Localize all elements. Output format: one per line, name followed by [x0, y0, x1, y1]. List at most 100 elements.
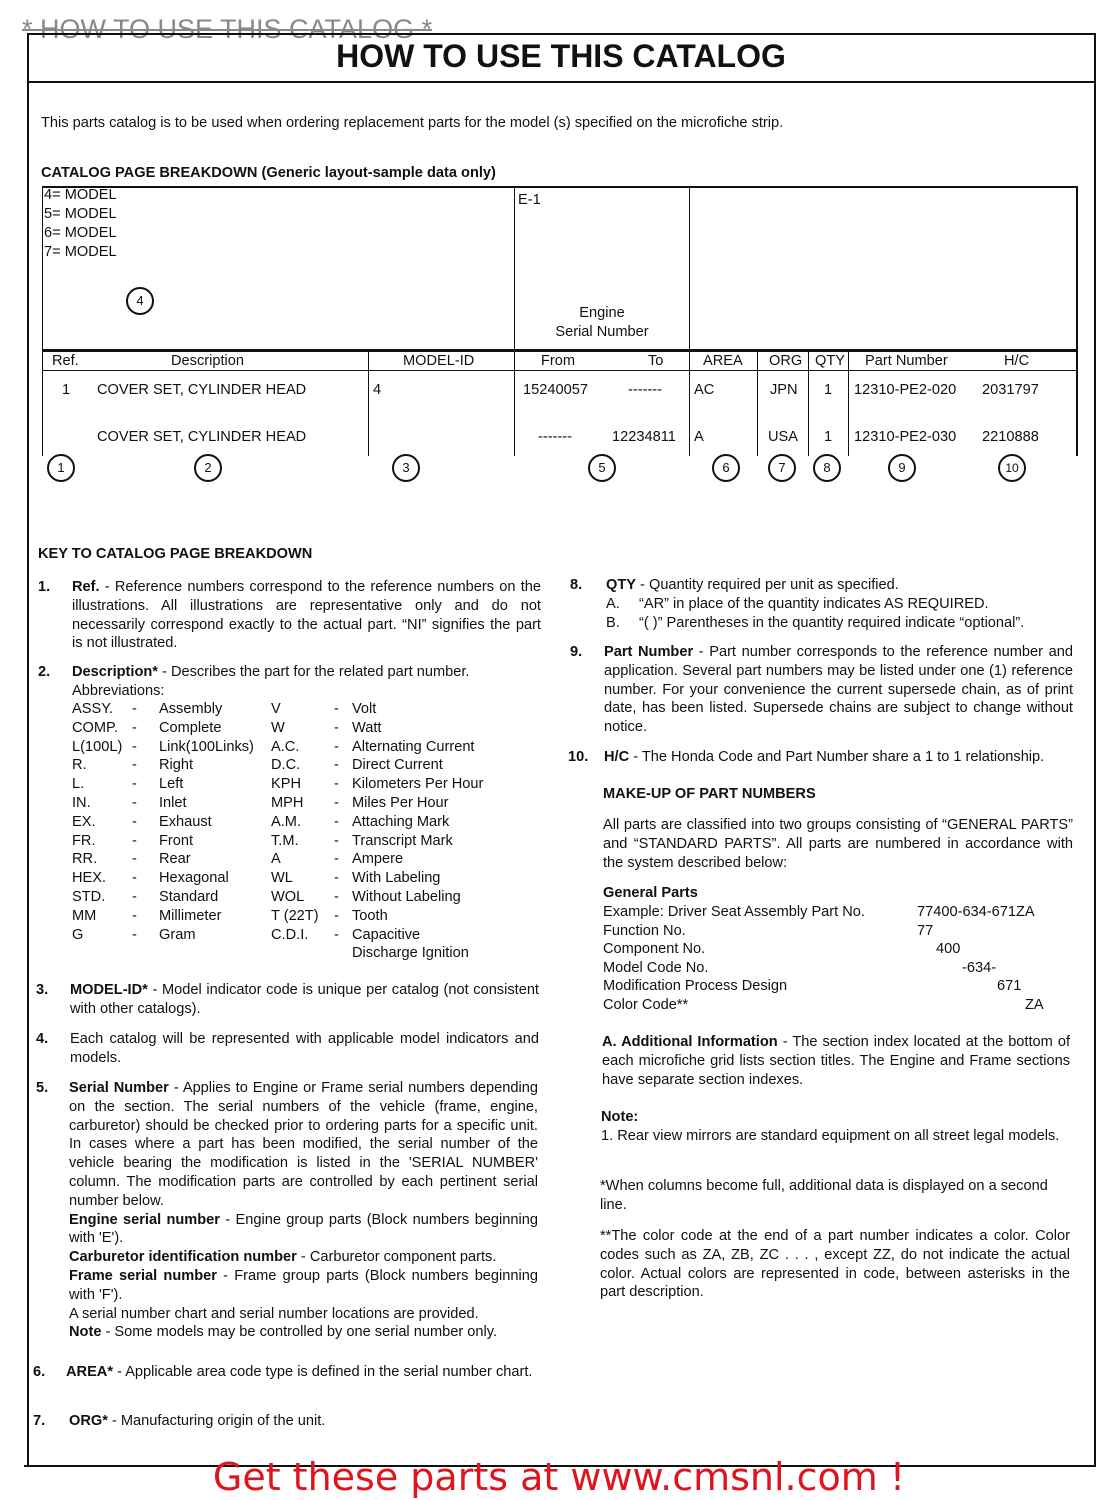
abbreviation-dash: - — [132, 719, 137, 736]
abbreviation-dash: - — [132, 832, 137, 849]
abbreviation-code: L. — [72, 776, 85, 793]
serial-label-2: Serial Number — [555, 324, 649, 340]
abbreviation-code: KPH — [271, 776, 302, 793]
callout-10: 10 — [998, 454, 1026, 482]
qty-note-a: “AR” in place of the quantity indicates … — [639, 596, 989, 612]
abbreviation-dash: - — [132, 776, 137, 793]
cell-area: A — [694, 429, 704, 445]
cell-hc: 2031797 — [982, 382, 1039, 398]
abbreviation-code: IN. — [72, 795, 91, 811]
makeup-value: 77400-634-671ZA — [917, 904, 1035, 920]
abbreviation-code: FR. — [72, 832, 96, 849]
col-ref: Ref. — [52, 353, 79, 369]
key-item-hc: H/C - The Honda Code and Part Number sha… — [604, 749, 1045, 765]
abbreviation-meaning: Direct Current — [352, 757, 443, 774]
general-parts-heading: General Parts — [603, 885, 698, 901]
makeup-label: Example: Driver Seat Assembly Part No. — [603, 904, 865, 920]
page-title: HOW TO USE THIS CATALOG — [336, 38, 786, 74]
makeup-intro: All parts are classified into two groups… — [603, 817, 1073, 871]
abbreviation-code: A.C. — [271, 738, 300, 755]
frame-right — [1094, 33, 1096, 1467]
col-to: To — [648, 353, 664, 369]
col-hc: H/C — [1004, 353, 1030, 369]
abbreviation-meaning: Attaching Mark — [352, 813, 450, 830]
item-number: 5. — [36, 1080, 49, 1096]
model-line: 6= MODEL — [44, 225, 117, 241]
abbreviation-code: HEX. — [72, 870, 107, 887]
abbreviation-code: COMP. — [72, 719, 118, 736]
makeup-label: Function No. — [603, 923, 686, 939]
abbreviation-meaning: Left — [159, 776, 184, 793]
abbreviation-meaning: Watt — [352, 719, 382, 736]
item-number: 6. — [33, 1364, 46, 1380]
abbreviation-dash: - — [334, 832, 339, 849]
serial-label-1: Engine — [579, 305, 625, 321]
makeup-label: Model Code No. — [603, 960, 709, 976]
abbreviation-code: W — [271, 719, 285, 736]
abbreviation-dash: - — [334, 795, 339, 811]
key-item-model-id: MODEL-ID* - Model indicator code is uniq… — [70, 982, 539, 1017]
abbreviation-meaning: Ampere — [352, 851, 404, 868]
frame-top — [27, 33, 1096, 35]
cell-area: AC — [694, 382, 715, 398]
abbreviation-meaning: Hexagonal — [159, 870, 229, 887]
abbreviation-dash: - — [334, 926, 339, 943]
makeup-label: Color Code** — [603, 997, 689, 1013]
callout-6: 6 — [712, 454, 740, 482]
callout-2: 2 — [194, 454, 222, 482]
key-heading: KEY TO CATALOG PAGE BREAKDOWN — [38, 546, 313, 562]
note-heading: Note: — [601, 1109, 639, 1125]
abbreviation-meaning: Millimeter — [159, 907, 222, 924]
note-mirrors: 1. Rear view mirrors are standard equipm… — [601, 1128, 1060, 1144]
col-part-number: Part Number — [865, 353, 948, 369]
col-description: Description — [171, 353, 244, 369]
abbreviation-meaning: Volt — [352, 701, 377, 717]
callout-3: 3 — [392, 454, 420, 482]
cell-part-number: 12310-PE2-020 — [854, 382, 957, 398]
callout-4: 4 — [126, 287, 154, 315]
frame-bottom — [24, 1465, 1096, 1467]
cell-to: ------- — [628, 382, 663, 398]
callout-5: 5 — [588, 454, 616, 482]
col-from: From — [541, 353, 576, 369]
abbreviation-dash: - — [132, 870, 137, 887]
key-item-part-number: Part Number - Part number corresponds to… — [604, 644, 1073, 736]
key-item-qty: QTY - Quantity required per unit as spec… — [606, 577, 899, 593]
item-number: 4. — [36, 1031, 49, 1047]
abbreviation-code: WOL — [271, 889, 305, 905]
makeup-value: ZA — [1025, 997, 1044, 1013]
item-number: 8. — [570, 577, 583, 593]
section-code: E-1 — [518, 192, 541, 208]
abbreviation-meaning: Inlet — [159, 795, 187, 811]
abbreviation-meaning: Without Labeling — [352, 889, 461, 905]
intro-text: This parts catalog is to be used when or… — [41, 115, 784, 131]
abbreviation-meaning: Transcript Mark — [352, 832, 453, 849]
abbreviation-dash: - — [334, 907, 339, 924]
key-item-serial: Serial Number - Applies to Engine or Fra… — [69, 1080, 538, 1341]
qty-note-b-label: B. — [606, 615, 620, 631]
abbreviation-meaning: Kilometers Per Hour — [352, 776, 484, 793]
abbreviation-code: V — [271, 701, 281, 717]
abbreviation-code: A — [271, 851, 281, 868]
item-number: 1. — [38, 579, 51, 595]
abbreviation-meaning: With Labeling — [352, 870, 441, 887]
cell-part-number: 12310-PE2-030 — [854, 429, 957, 445]
breakdown-heading: CATALOG PAGE BREAKDOWN (Generic layout-s… — [41, 165, 496, 181]
abbreviation-dash: - — [132, 907, 137, 924]
cell-hc: 2210888 — [982, 429, 1039, 445]
abbreviation-dash: - — [132, 738, 137, 755]
cell-model-id: 4 — [373, 382, 382, 398]
top-strike-title: * HOW TO USE THIS CATALOG * — [22, 14, 433, 44]
abbreviation-code: WL — [271, 870, 293, 887]
abbreviation-meaning: Right — [159, 757, 194, 774]
abbreviation-code: STD. — [72, 889, 106, 905]
abbreviation-dash: - — [334, 757, 339, 774]
abbreviation-code: R. — [72, 757, 87, 774]
cmsnl-banner[interactable]: Get these parts at www.cmsnl.com ! — [212, 1455, 906, 1499]
abbreviation-meaning: Rear — [159, 851, 191, 868]
abbreviation-dash: - — [334, 851, 339, 868]
abbreviation-meaning: Discharge Ignition — [352, 945, 469, 962]
abbreviation-code: C.D.I. — [271, 926, 309, 943]
model-line: 5= MODEL — [44, 206, 117, 222]
abbreviation-meaning: Capacitive — [352, 926, 421, 943]
